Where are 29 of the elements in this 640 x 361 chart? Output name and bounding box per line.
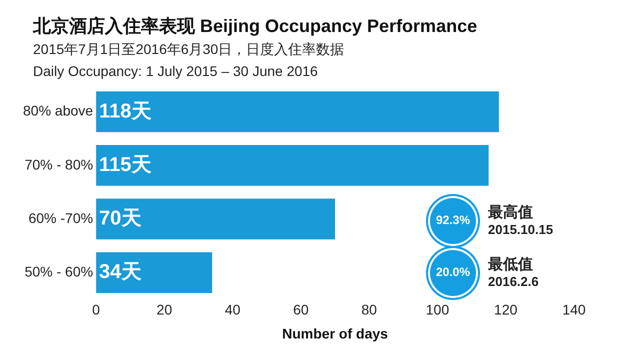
- annotation: 20.0%: [434, 265, 472, 279]
- annotation: 最低值: [488, 256, 534, 273]
- x-tick-label: 40: [224, 302, 241, 318]
- x-tick-label: 20: [156, 302, 172, 318]
- x-tick-label: 140: [562, 302, 586, 318]
- bar: [96, 252, 212, 293]
- x-tick-label: 120: [494, 302, 518, 318]
- data-label: 70天: [99, 208, 142, 230]
- x-axis-title: Number of days: [282, 325, 388, 342]
- annotation: 最高值: [488, 204, 534, 221]
- x-tick-label: 80: [361, 302, 378, 318]
- x-tick-label: 100: [426, 302, 450, 318]
- x-tick-label: 60: [293, 302, 309, 318]
- data-label: 115天: [99, 154, 152, 176]
- data-label: 34天: [99, 261, 142, 284]
- y-tick-label: 80% above: [22, 102, 94, 119]
- chart-subtitle: 2015年7月1日至2016年6月30日，日度入住率数据 Daily Occupancy: 1 July 2015 – 30 June 2016: [33, 40, 344, 81]
- bar: [96, 198, 336, 240]
- data-label: 118天: [99, 100, 152, 122]
- y-tick-label: 60% -70%: [28, 210, 94, 226]
- chart-title: 北京酒店入住率表现 Beijing Occupancy Performance: [33, 15, 478, 38]
- y-tick-label: 50% - 60%: [24, 263, 94, 280]
- y-tick-label: 70% - 80%: [24, 156, 94, 172]
- bar: [96, 145, 489, 186]
- bar: [96, 91, 499, 132]
- annotation: 2016.2.6: [488, 273, 539, 290]
- annotation: 92.3%: [434, 213, 472, 227]
- annotation: 2015.10.15: [488, 221, 554, 238]
- x-tick-label: 0: [92, 302, 100, 318]
